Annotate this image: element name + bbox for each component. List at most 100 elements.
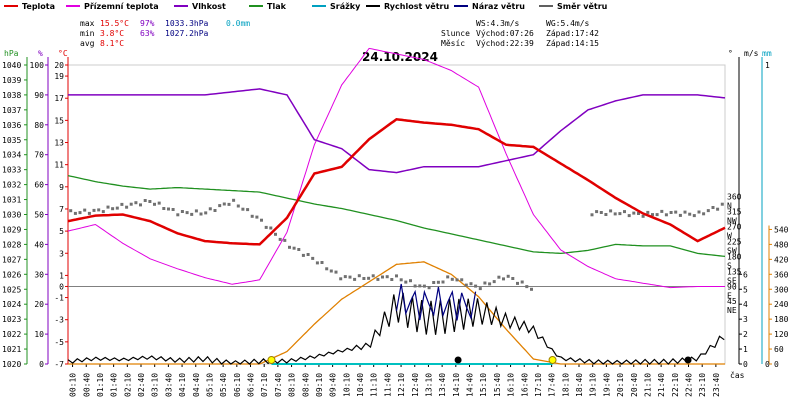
stat-moon-rise: Východ:22:39	[476, 39, 534, 48]
wind-dir-mark	[432, 281, 436, 284]
wind-dir-mark	[92, 208, 96, 212]
wind-dir-mark	[469, 282, 473, 286]
wind-dir-mark	[604, 213, 608, 216]
x-tick-label: 16:40	[520, 373, 529, 397]
wind-dir-mark	[706, 209, 710, 213]
x-tick-label: 18:40	[575, 373, 584, 397]
dir-tick-label: 135	[727, 267, 742, 276]
wind-dir-mark	[222, 202, 226, 206]
ms-tick-label: 2	[743, 330, 748, 339]
wind-dir-mark	[697, 210, 701, 214]
wind-dir-mark	[632, 211, 636, 215]
wind-dir-mark	[97, 208, 101, 212]
stat-moon-label: Měsíc	[441, 39, 465, 48]
wind-dir-mark	[688, 212, 692, 216]
wind-dir-mark	[101, 210, 105, 214]
hpa-tick-label: 1032	[2, 181, 21, 190]
pct-tick-label: 100	[30, 61, 45, 70]
hpa-tick-label: 1033	[2, 166, 21, 175]
x-tick-label: 13:10	[424, 373, 433, 397]
dir-tick-label: 45	[727, 297, 737, 306]
chart-title: 24.10.2024	[362, 50, 438, 64]
x-tick-label: 16:10	[507, 373, 516, 397]
wind-dir-mark	[530, 287, 533, 291]
wind-dir-mark	[641, 214, 645, 218]
wind-dir-mark	[246, 208, 250, 212]
wind-dir-mark	[655, 213, 659, 217]
stats-block: max min avg 15.5°C 3.8°C 8.1°C 97% 63% 1…	[80, 19, 599, 48]
wind-dir-mark	[190, 212, 194, 216]
pct-tick-label: 40	[34, 240, 44, 249]
stat-max-rain: 0.0mm	[226, 19, 250, 28]
moonset-marker	[454, 356, 462, 364]
x-tick-label: 23:40	[712, 373, 721, 397]
legend-label: Teplota	[22, 2, 55, 11]
wind-dir-mark	[185, 211, 189, 215]
wind-dir-mark	[418, 284, 422, 288]
x-axis-label: čas	[730, 370, 745, 380]
stat-min-hum: 63%	[140, 29, 155, 38]
wind-dir-mark	[83, 208, 87, 212]
wind-dir-mark	[139, 203, 142, 207]
x-tick-label: 05:40	[219, 373, 228, 397]
stat-min-temp: 3.8°C	[100, 29, 124, 38]
c-tick-label: 15	[54, 116, 64, 125]
dir-tick-name: S	[727, 261, 732, 270]
temperature-line	[67, 118, 726, 246]
pct-tick-label: 60	[34, 181, 44, 190]
wind-dir-mark	[436, 280, 440, 284]
stat-wg: WG:5.4m/s	[546, 19, 590, 28]
wind-dir-mark	[627, 214, 631, 218]
wind-dir-mark	[506, 274, 510, 278]
x-tick-label: 02:10	[123, 373, 132, 397]
sunrise-marker	[267, 356, 276, 364]
sun-tick-label: 60	[774, 345, 784, 354]
x-tick-label: 04:10	[178, 373, 187, 397]
hpa-tick-label: 1034	[2, 151, 21, 160]
axes-layer: 1020102110221023102410251026102710281029…	[2, 57, 789, 397]
wind-dir-mark	[343, 275, 347, 279]
wind-dir-mark	[301, 253, 305, 257]
legend-label: Vlhkost	[192, 2, 226, 11]
wind-dir-mark	[381, 275, 384, 279]
x-tick-label: 15:10	[479, 373, 488, 397]
hpa-tick-label: 1035	[2, 136, 21, 145]
legend-label: Směr větru	[557, 1, 608, 11]
wind-dir-mark	[595, 210, 599, 214]
wind-dir-mark	[399, 278, 403, 282]
mm-tick-label: 1	[765, 61, 770, 70]
x-tick-label: 05:10	[205, 373, 214, 397]
wind-dir-mark	[148, 200, 152, 203]
hpa-tick-label: 1023	[2, 315, 21, 324]
hpa-tick-label: 1037	[2, 106, 21, 115]
stat-sun-set: Západ:17:42	[546, 29, 599, 38]
wind-dir-mark	[125, 205, 129, 209]
legend: Teplota Přízemní teplota Vlhkost Tlak Srážky…	[4, 1, 608, 11]
x-tick-label: 22:10	[671, 373, 680, 397]
legend-label: Rychlost větru	[384, 1, 449, 11]
wind-dir-mark	[73, 211, 77, 215]
pressure-line	[67, 174, 726, 258]
x-tick-label: 17:10	[534, 373, 543, 397]
dir-tick-name: W	[727, 231, 732, 240]
hpa-axis-label: hPa	[4, 49, 19, 58]
wind-dir-mark	[651, 213, 654, 217]
wind-dir-mark	[413, 284, 417, 288]
wind-dir-mark	[525, 285, 529, 289]
wind-dir-mark	[204, 211, 208, 215]
dir-tick-label: 225	[727, 237, 742, 246]
wind-dir-mark	[692, 214, 696, 218]
x-tick-label: 00:10	[69, 373, 78, 397]
c-tick-label: 3	[59, 249, 64, 258]
wind-dir-mark	[716, 207, 720, 211]
wind-dir-mark	[278, 237, 282, 241]
stat-moon-set: Západ:14:15	[546, 39, 599, 48]
dir-tick-name: N	[727, 202, 732, 211]
x-tick-label: 10:40	[356, 373, 365, 397]
humidity-line	[68, 88, 726, 174]
wind-dir-mark	[609, 209, 613, 213]
x-tick-label: 12:40	[411, 373, 420, 397]
wind-dir-mark	[618, 212, 622, 216]
x-tick-label: 11:10	[370, 373, 379, 397]
